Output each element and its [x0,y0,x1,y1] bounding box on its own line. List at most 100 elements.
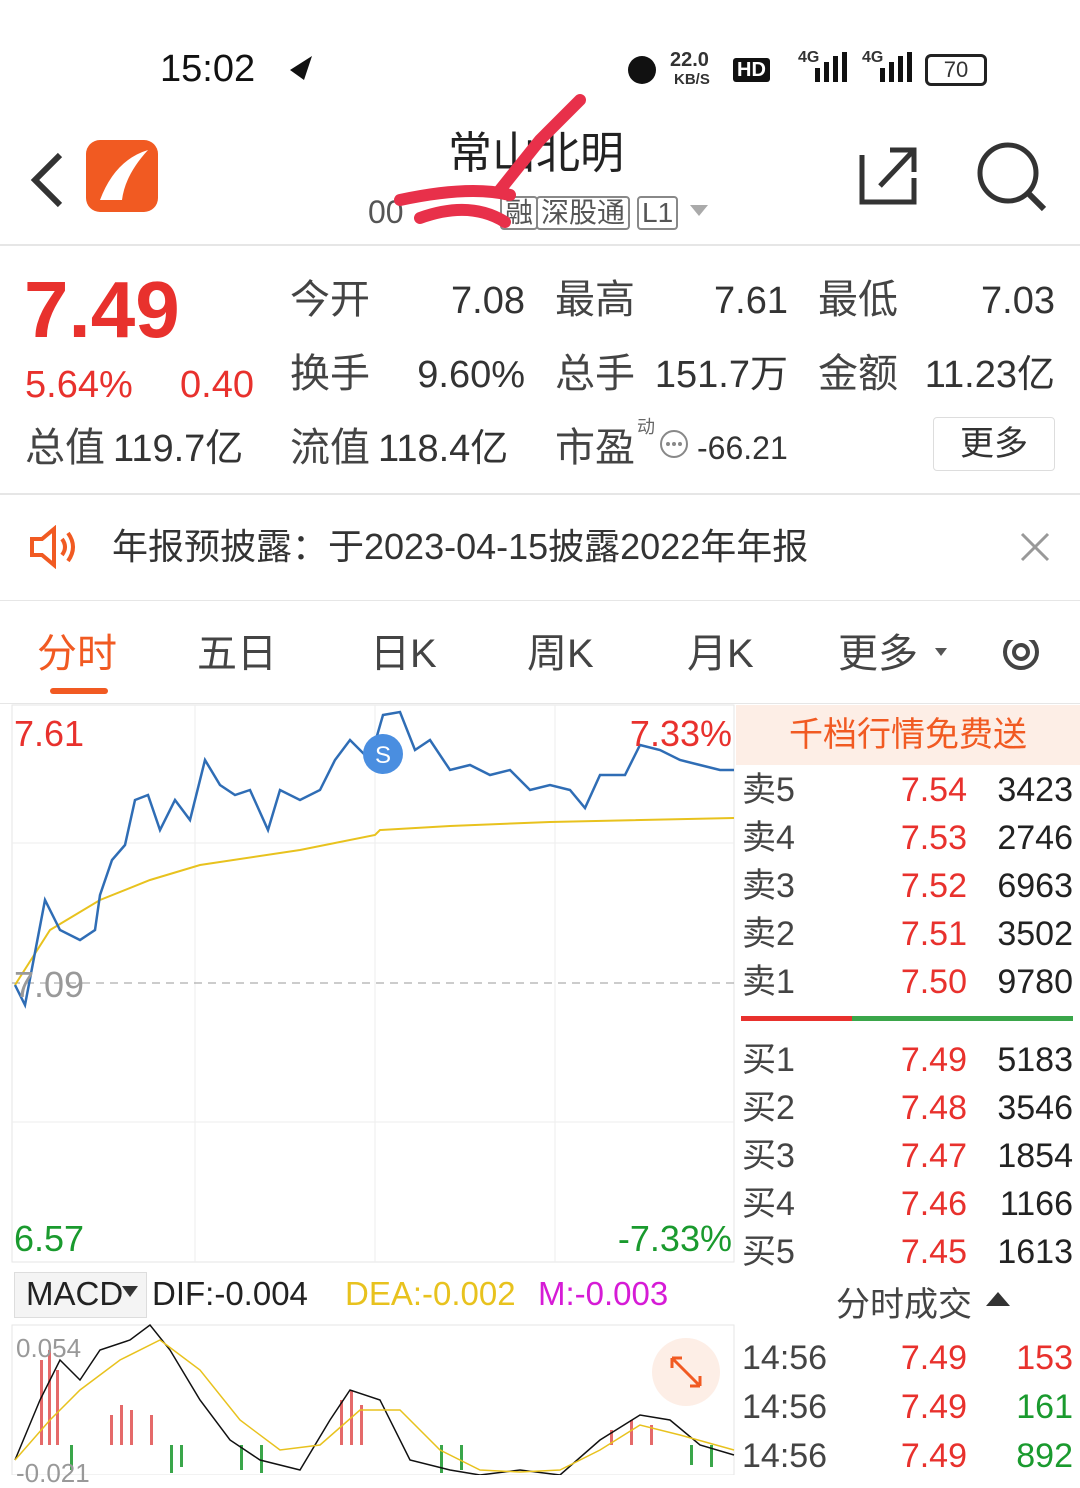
search-button[interactable] [977,142,1039,204]
close-button[interactable] [1020,532,1050,562]
book-label: 买2 [742,1089,795,1127]
promo-banner[interactable] [736,705,1080,765]
book-price: 7.45 [900,1233,967,1271]
divider [0,703,1080,704]
book-price: 7.46 [900,1185,967,1223]
avg-price-line [14,817,735,986]
axis-low-pct: -7.33% [617,1218,732,1259]
field-value: 119.7亿 [113,428,244,470]
clock: 15:02 [160,48,256,90]
settings-button[interactable] [1003,640,1039,670]
promo-text: 千档行情免费送 [789,716,1027,754]
macd-frame [11,1324,735,1475]
field-value: 9.60% [417,354,525,396]
pe-tag: 动 [637,417,655,437]
book-label: 买3 [742,1137,795,1175]
tab[interactable]: 日K [370,632,437,676]
book-label: 买4 [742,1185,795,1223]
price: 7.49 [24,265,180,354]
trade-time: 14:56 [742,1437,828,1475]
book-price: 7.51 [900,915,967,953]
macd-select[interactable] [14,1272,147,1318]
tab[interactable]: 周K [527,632,594,676]
book-label: 卖5 [742,771,795,809]
book-volume: 1613 [997,1233,1073,1271]
tab[interactable]: 分时 [37,632,117,676]
book-label: 卖1 [742,963,795,1001]
trades-arrow [986,1292,1010,1306]
tab-indicator [50,688,108,694]
chart-grid [12,705,734,1262]
axis-high-pct: 7.33% [629,713,732,754]
book-volume: 3546 [997,1089,1073,1127]
macd-bars-pos [40,1350,653,1445]
axis-prev-close: 7.09 [14,964,85,1005]
book-label: 卖4 [742,819,795,857]
scribble [394,94,586,228]
field-value: -66.21 [697,430,788,466]
field-value: 7.61 [714,280,788,322]
more-button[interactable]: 更多 [933,417,1055,471]
signal-marker-label: S [375,742,391,769]
tab[interactable]: 更多 [838,632,918,676]
tab[interactable]: 五日 [197,632,277,676]
intraday-chart: S [11,704,735,1475]
back-button[interactable] [30,152,63,208]
book-price: 7.48 [900,1089,967,1127]
pe-info[interactable] [658,428,690,460]
battery: 70 [925,54,987,86]
dropdown-arrow[interactable] [690,205,708,216]
book-volume: 6963 [997,867,1073,905]
book-volume: 3502 [997,915,1073,953]
header-icons [30,52,1047,216]
hd-icon: HD [733,58,770,82]
book-price: 7.52 [900,867,967,905]
axis-low: 6.57 [14,1218,85,1259]
book-label: 卖3 [742,867,795,905]
book-volume: 1854 [997,1137,1073,1175]
app-icon [290,56,312,80]
change: 0.40 [180,364,254,406]
field-label: 总值 [25,426,105,470]
tab[interactable]: 月K [687,632,754,676]
field-label: 换手 [290,352,370,396]
buy-ratio-bar [852,1016,1073,1021]
field-value: 118.4亿 [378,428,509,470]
dif-line [14,1323,735,1475]
field-label: 最低 [818,278,898,322]
book-volume: 9780 [997,963,1073,1001]
field-value: 151.7万 [654,354,788,396]
dea-line [14,1339,735,1473]
field-value: 7.03 [981,280,1055,322]
trade-volume: 161 [1016,1388,1073,1426]
signal-icon [815,52,912,82]
book-label: 买5 [742,1233,795,1271]
axis-high: 7.61 [14,713,85,754]
field-label: 流值 [290,426,370,470]
net-label: 4G [862,49,884,66]
more-arrow[interactable] [935,648,947,656]
net-speed-unit: KB/S [674,71,710,88]
book-volume: 5183 [997,1041,1073,1079]
price-line [13,710,734,1009]
trades-title[interactable]: 分时成交 [836,1286,972,1324]
macd-top: 0.054 [16,1333,82,1363]
book-price: 7.50 [900,963,967,1001]
book-price: 7.54 [900,771,967,809]
trade-volume: 892 [1016,1437,1073,1475]
trade-price: 7.49 [900,1388,967,1426]
trade-price: 7.49 [900,1437,967,1475]
sell-ratio-bar [741,1016,852,1021]
field-label: 最高 [555,278,635,322]
divider [0,600,1080,601]
expand-icon [670,1356,702,1388]
book-volume: 2746 [997,819,1073,857]
signal-marker[interactable] [363,734,403,774]
book-volume: 3423 [997,771,1073,809]
book-label: 买1 [742,1041,795,1079]
field-label: 市盈 [555,426,635,470]
notice-text[interactable]: 年报预披露：于2023-04-15披露2022年年报 [112,526,809,567]
share-button[interactable] [859,147,917,205]
alarm-icon [628,56,656,84]
